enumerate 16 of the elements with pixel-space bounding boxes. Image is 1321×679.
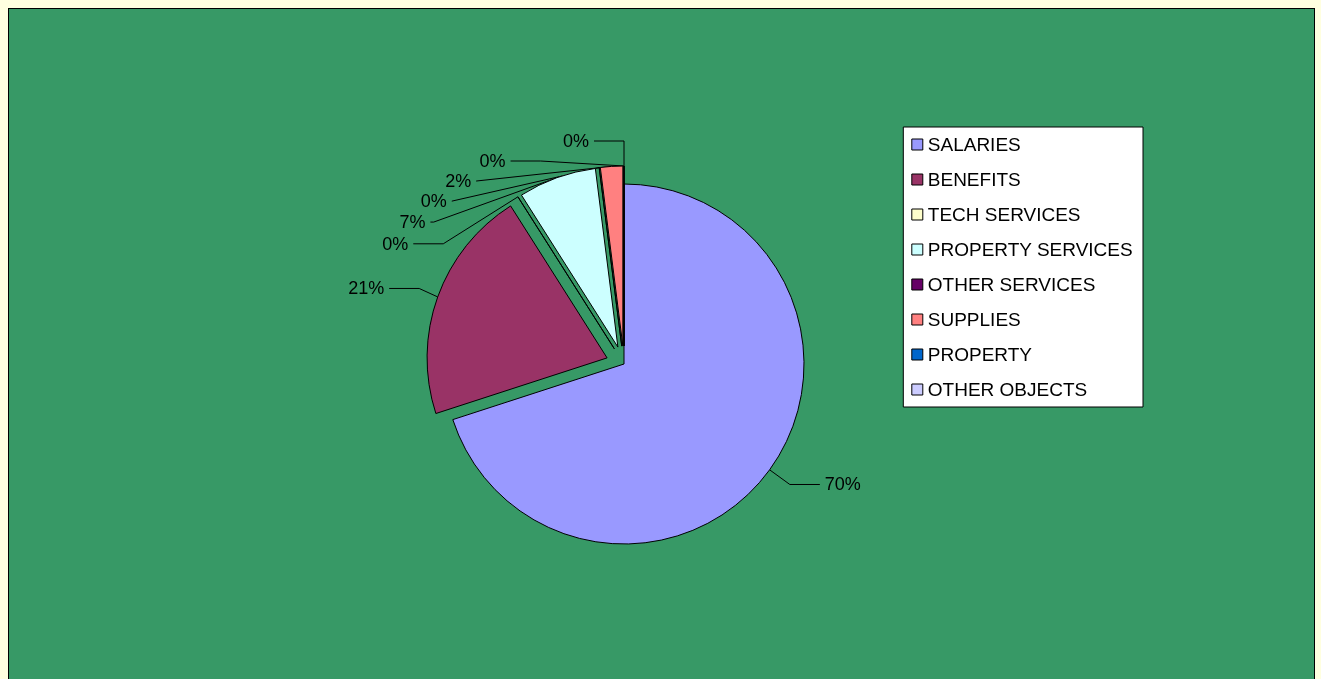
data-label: 7% (399, 212, 426, 233)
text: 0% (420, 191, 447, 212)
legend-label: OTHER SERVICES (927, 274, 1096, 295)
legend-label: PROPERTY (927, 344, 1033, 365)
data-label: 2% (445, 171, 472, 192)
text: 0% (382, 233, 409, 254)
legend-label: TECH SERVICES (927, 204, 1081, 225)
text: 0% (562, 131, 589, 151)
legend-label: PROPERTY SERVICES (927, 239, 1133, 260)
data-label: 70% (824, 474, 861, 495)
legend-label: SUPPLIES (927, 309, 1021, 330)
legend-label: OTHER OBJECTS (927, 379, 1088, 400)
text: 0% (479, 151, 506, 171)
legend-label: SALARIES (927, 134, 1021, 155)
legend-label: BENEFITS (927, 169, 1021, 190)
data-label: 21% (348, 278, 385, 299)
